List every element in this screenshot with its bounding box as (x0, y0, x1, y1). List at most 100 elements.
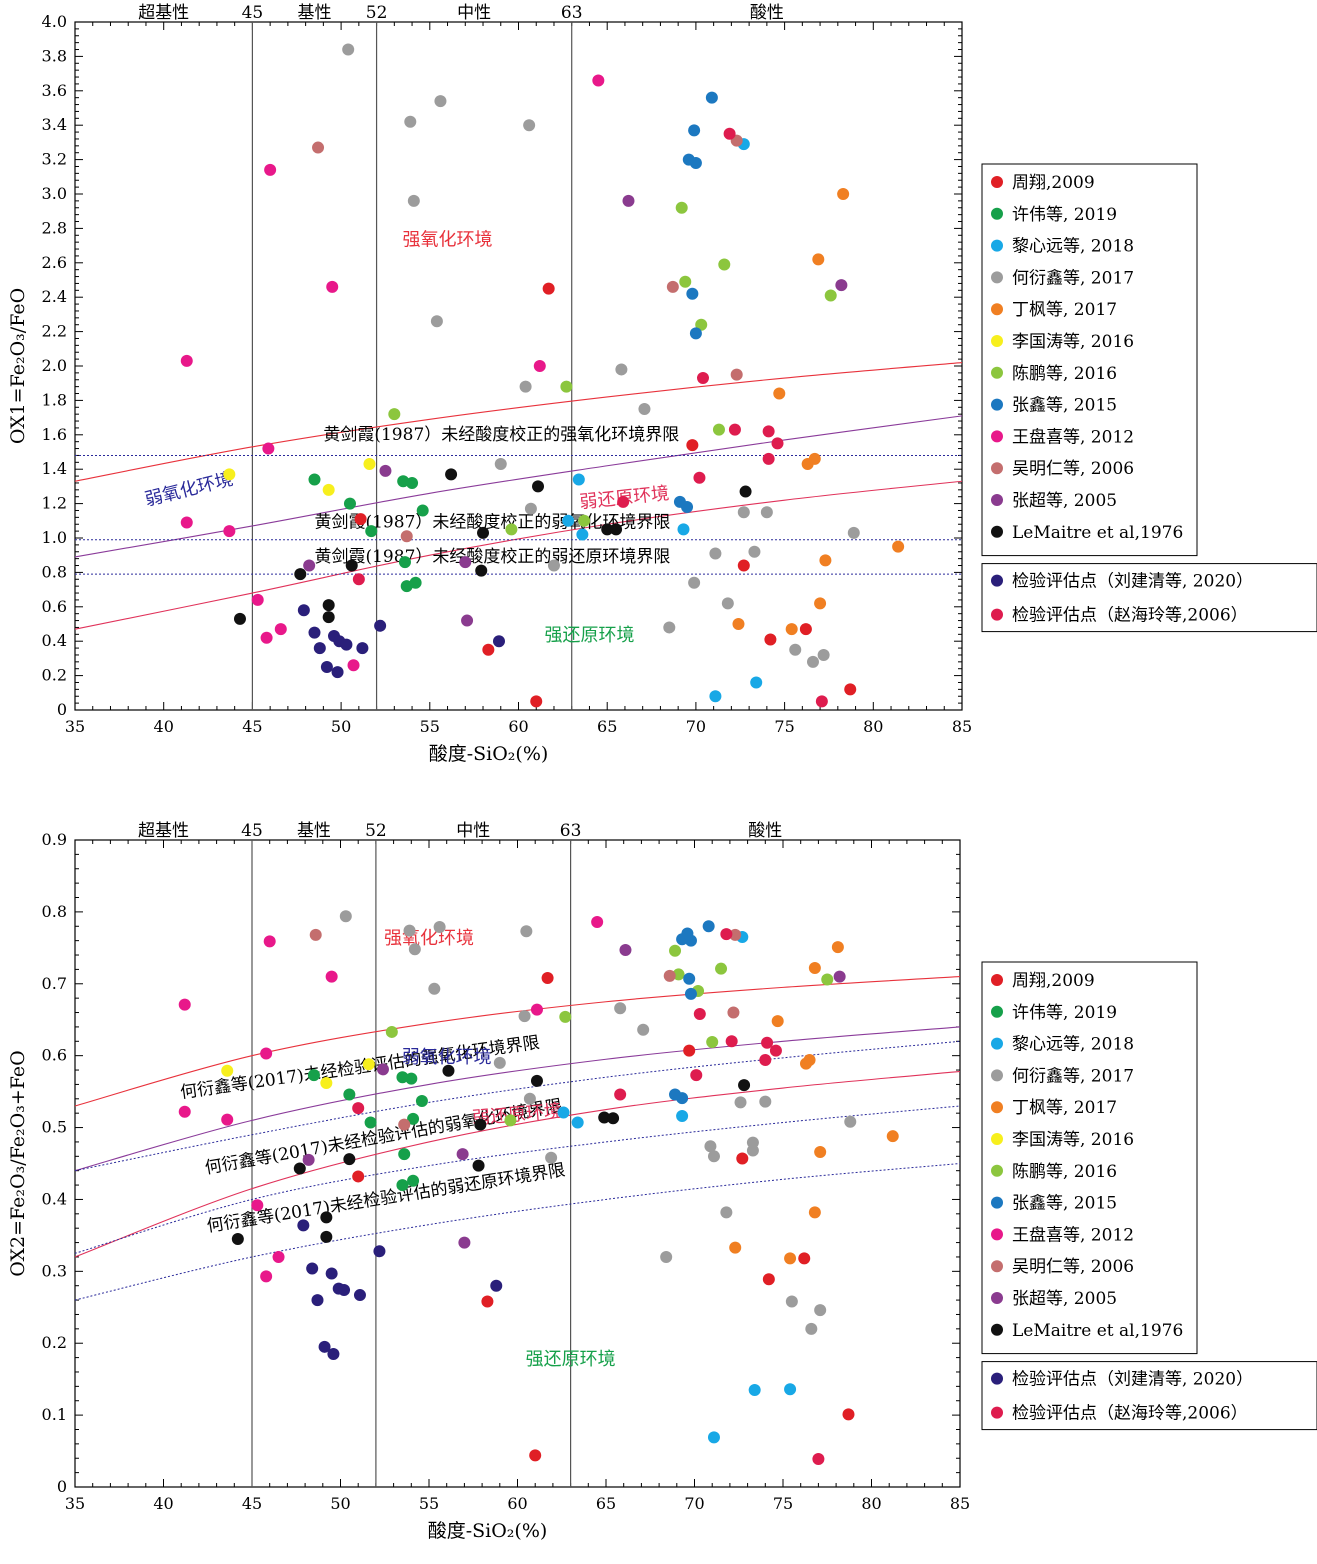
legend-entry: 吴明仁等, 2006 (1012, 1257, 1134, 1277)
data-point (274, 623, 287, 636)
y-tick-label: 0.4 (42, 1189, 67, 1208)
x-tick-label: 60 (508, 717, 528, 736)
legend-swatch (991, 335, 1003, 347)
x-tick-label: 55 (419, 1494, 439, 1513)
data-point (689, 327, 702, 340)
reference-line (74, 1163, 961, 1301)
data-point (223, 525, 236, 538)
data-point (707, 1431, 720, 1444)
zone-label: 强氧化环境 (403, 230, 493, 251)
x-tick-label: 80 (863, 717, 883, 736)
rock-class-label: 超基性 (138, 3, 189, 23)
legend-entry: 陈鹏等, 2016 (1012, 364, 1117, 384)
legend-swatch (991, 1196, 1003, 1209)
data-point (837, 188, 850, 200)
data-point (388, 408, 401, 421)
data-point (805, 1322, 818, 1335)
data-point (293, 1162, 306, 1175)
data-point (340, 638, 353, 651)
legend-entry: 许伟等, 2019 (1012, 205, 1117, 225)
x-tick-label: 35 (65, 1494, 85, 1513)
boundary-label: 45 (241, 821, 263, 841)
data-point (530, 1074, 543, 1087)
data-point (233, 612, 246, 625)
data-point (666, 280, 679, 293)
data-point (343, 497, 356, 510)
legend-entry: 张鑫等, 2015 (1012, 396, 1117, 416)
x-tick-label: 35 (65, 717, 85, 736)
legend-entry: 检验评估点（赵海玲等,2006） (1012, 1404, 1248, 1424)
data-point (297, 1219, 310, 1232)
legend-swatch (991, 271, 1003, 284)
legend-entry: 周翔,2009 (1012, 173, 1095, 193)
data-point (406, 476, 419, 489)
data-point (814, 597, 827, 610)
data-point (492, 635, 505, 648)
data-point (762, 425, 775, 438)
data-point (362, 1058, 375, 1071)
rock-class-label: 中性 (457, 3, 491, 23)
y-tick-label: 0.2 (42, 666, 67, 685)
data-point (759, 1053, 772, 1066)
data-point (785, 623, 798, 636)
data-point (705, 91, 718, 104)
legend-swatch (991, 1069, 1003, 1082)
legend-entry: 张超等, 2005 (1012, 1289, 1117, 1309)
y-tick-label: 2.8 (42, 218, 67, 237)
strong-ox-line-curve (74, 362, 963, 482)
data-point (307, 1069, 320, 1082)
data-point (576, 528, 589, 541)
data-point (342, 43, 355, 56)
data-point (785, 1295, 798, 1308)
data-point (721, 597, 734, 610)
data-point (260, 1047, 273, 1060)
data-point (677, 523, 690, 536)
zone-label: 强还原环境 (544, 625, 634, 646)
legend-swatch (991, 1101, 1003, 1114)
data-point (676, 1110, 689, 1123)
data-point (720, 1206, 733, 1219)
data-point (403, 924, 416, 937)
data-point (456, 1148, 469, 1161)
data-point (560, 380, 573, 393)
y-tick-label: 0.4 (42, 631, 67, 650)
data-point (523, 1092, 536, 1105)
legend-box-validation (981, 1361, 1317, 1431)
legend-entry: 吴明仁等, 2006 (1012, 459, 1134, 479)
x-axis-title: 酸度-SiO₂(%) (429, 743, 549, 765)
y-tick-label: 0.3 (42, 1261, 67, 1280)
data-point (847, 526, 860, 539)
reference-line (74, 1105, 961, 1254)
zone-label: 弱氧化环境 (402, 1047, 492, 1068)
y-tick-label: 0.2 (42, 1333, 67, 1352)
data-point (374, 619, 387, 632)
reference-line-label: 何衍鑫等(2017)未经检验评估的弱还原环境界限 (205, 1160, 566, 1236)
data-point (695, 318, 708, 331)
data-point (416, 504, 429, 517)
data-point (676, 1092, 689, 1105)
data-point (696, 372, 709, 385)
data-point (706, 1036, 719, 1049)
data-point (262, 442, 275, 455)
data-point (619, 943, 632, 956)
y-tick-label: 3.6 (42, 81, 67, 100)
data-point (684, 987, 697, 1000)
data-point (750, 676, 763, 689)
legend-entry: 李国涛等, 2016 (1012, 1130, 1134, 1150)
data-point (343, 1088, 356, 1101)
data-point (760, 506, 773, 519)
data-point (461, 614, 474, 627)
legend-entry: 李国涛等, 2016 (1012, 332, 1134, 352)
legend-swatch (991, 239, 1003, 252)
legend-entry: 黎心远等, 2018 (1012, 1035, 1134, 1055)
data-point (784, 1383, 797, 1396)
data-point (474, 1118, 487, 1131)
x-tick-label: 40 (153, 1494, 173, 1513)
chart-ox2: 35 40 45 50 55 60 65 70 75 80 85 0 0.1 0.2 0.3 0.4 0.5 0.… (7, 821, 1317, 1542)
data-point (808, 452, 821, 465)
x-tick-label: 55 (420, 717, 440, 736)
data-point (812, 1452, 825, 1465)
data-point (715, 962, 728, 975)
data-point (445, 468, 458, 481)
data-point (523, 119, 536, 132)
